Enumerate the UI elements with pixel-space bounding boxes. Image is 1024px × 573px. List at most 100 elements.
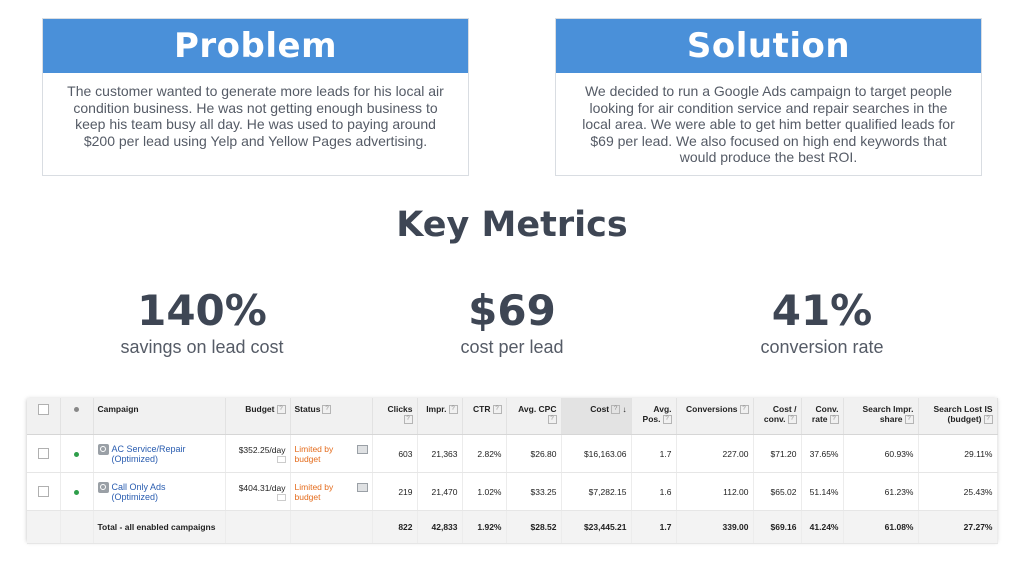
help-icon[interactable]: ?	[611, 405, 621, 415]
help-icon[interactable]: ?	[829, 415, 839, 425]
total-impr: 42,833	[417, 510, 463, 544]
col-campaign-label: Campaign	[97, 404, 139, 414]
metric-value: $69	[468, 286, 556, 335]
select-all-header	[27, 398, 61, 435]
total-clicks: 822	[372, 510, 418, 544]
row-status-dot	[60, 472, 94, 511]
col-avg-cpc[interactable]: Avg. CPC?	[506, 398, 562, 435]
campaign-link[interactable]: Call Only Ads (Optimized)	[111, 481, 166, 502]
problem-card: Problem The customer wanted to generate …	[42, 18, 469, 176]
status-cell: Limited by budget	[290, 434, 373, 473]
help-icon[interactable]: ?	[787, 415, 797, 425]
edit-budget-icon[interactable]	[276, 455, 286, 463]
enabled-dot-icon	[74, 489, 79, 495]
row-status-dot	[60, 434, 94, 473]
search-lost-is-cell: 29.11%	[918, 434, 998, 473]
status-link[interactable]: Limited by budget	[294, 443, 334, 464]
col-conversions-label: Conversions	[686, 404, 738, 414]
status-link[interactable]: Limited by budget	[294, 481, 334, 502]
col-search-lost-is[interactable]: Search Lost IS (budget)?	[918, 398, 998, 435]
metric-cost-per-lead: $69 cost per lead	[362, 285, 662, 358]
col-avg-pos[interactable]: Avg. Pos.?	[631, 398, 677, 435]
budget-value: $404.31/day	[238, 482, 286, 493]
help-icon[interactable]: ?	[739, 405, 749, 415]
row-checkbox[interactable]	[37, 448, 49, 460]
status-dot-icon	[74, 407, 79, 412]
cost-cell: $16,163.06	[561, 434, 632, 473]
campaign-link[interactable]: AC Service/Repair (Optimized)	[111, 443, 186, 464]
col-conv-rate-label: Conv. rate	[811, 404, 839, 424]
col-clicks-label: Clicks	[387, 404, 413, 414]
col-avg-pos-label: Avg. Pos.	[642, 404, 672, 424]
col-cost-conv[interactable]: Cost / conv.?	[753, 398, 802, 435]
col-search-impr-share-label: Search Impr. share	[862, 404, 914, 424]
total-ctr: 1.92%	[462, 510, 507, 544]
total-avg-pos: 1.7	[631, 510, 677, 544]
col-status-label: Status	[294, 404, 321, 414]
help-icon[interactable]: ?	[403, 415, 413, 425]
solution-card: Solution We decided to run a Google Ads …	[555, 18, 982, 176]
help-icon[interactable]: ?	[983, 415, 993, 425]
help-icon[interactable]: ?	[662, 415, 672, 425]
enabled-dot-icon	[74, 451, 79, 457]
total-blank	[60, 510, 94, 544]
help-icon[interactable]: ?	[276, 405, 286, 415]
help-icon[interactable]: ?	[904, 415, 914, 425]
status-dot-header	[60, 398, 94, 435]
search-campaign-icon	[97, 481, 109, 493]
campaign-cell: AC Service/Repair (Optimized)	[93, 434, 226, 473]
campaign-table: Campaign Budget? Status? Clicks? Impr.? …	[27, 398, 998, 544]
row-select	[27, 472, 61, 511]
solution-text: We decided to run a Google Ads campaign …	[582, 83, 955, 165]
campaign-cell: Call Only Ads (Optimized)	[93, 472, 226, 511]
col-campaign[interactable]: Campaign	[93, 398, 226, 435]
impr-cell: 21,470	[417, 472, 463, 511]
col-ctr-label: CTR	[473, 404, 491, 414]
status-cell: Limited by budget	[290, 472, 373, 511]
col-cost-label: Cost	[590, 404, 610, 414]
avg-cpc-cell: $33.25	[506, 472, 562, 511]
budget-cell: $404.31/day	[225, 472, 291, 511]
help-icon[interactable]: ?	[547, 415, 557, 425]
status-detail-icon[interactable]	[356, 482, 368, 492]
metric-value: 140%	[137, 286, 267, 335]
help-icon[interactable]: ?	[448, 405, 458, 415]
solution-title: Solution	[556, 19, 981, 73]
row-checkbox[interactable]	[37, 486, 49, 498]
col-ctr[interactable]: CTR?	[462, 398, 507, 435]
clicks-cell: 219	[372, 472, 418, 511]
metric-label: conversion rate	[760, 337, 884, 357]
budget-cell: $352.25/day	[225, 434, 291, 473]
campaign-table-panel: Campaign Budget? Status? Clicks? Impr.? …	[27, 398, 998, 544]
col-budget-label: Budget	[245, 404, 275, 414]
col-impr[interactable]: Impr.?	[417, 398, 463, 435]
col-cost-conv-label: Cost / conv.	[763, 404, 797, 424]
col-conv-rate[interactable]: Conv. rate?	[801, 398, 844, 435]
status-detail-icon[interactable]	[356, 444, 368, 454]
table-row: Call Only Ads (Optimized) $404.31/day Li…	[27, 472, 998, 511]
search-lost-is-cell: 25.43%	[918, 472, 998, 511]
edit-budget-icon[interactable]	[276, 493, 286, 501]
cost-cell: $7,282.15	[561, 472, 632, 511]
col-impr-label: Impr.	[426, 404, 447, 414]
problem-text: The customer wanted to generate more lea…	[67, 83, 444, 149]
col-conversions[interactable]: Conversions?	[676, 398, 754, 435]
help-icon[interactable]: ?	[322, 405, 332, 415]
sort-down-icon[interactable]: ↓	[622, 405, 627, 414]
conv-rate-cell: 37.65%	[801, 434, 844, 473]
clicks-cell: 603	[372, 434, 418, 473]
help-icon[interactable]: ?	[492, 405, 502, 415]
col-search-impr-share[interactable]: Search Impr. share?	[843, 398, 919, 435]
conversions-cell: 112.00	[676, 472, 754, 511]
total-cost-conv: $69.16	[753, 510, 802, 544]
metric-label: cost per lead	[460, 337, 564, 357]
cost-conv-cell: $71.20	[753, 434, 802, 473]
col-status[interactable]: Status?	[290, 398, 373, 435]
problem-title: Problem	[43, 19, 468, 73]
select-all-checkbox[interactable]	[37, 404, 49, 416]
col-budget[interactable]: Budget?	[225, 398, 291, 435]
total-search-impr-share: 61.08%	[843, 510, 919, 544]
col-clicks[interactable]: Clicks?	[372, 398, 418, 435]
col-cost[interactable]: Cost? ↓	[561, 398, 632, 435]
total-search-lost-is: 27.27%	[918, 510, 998, 544]
